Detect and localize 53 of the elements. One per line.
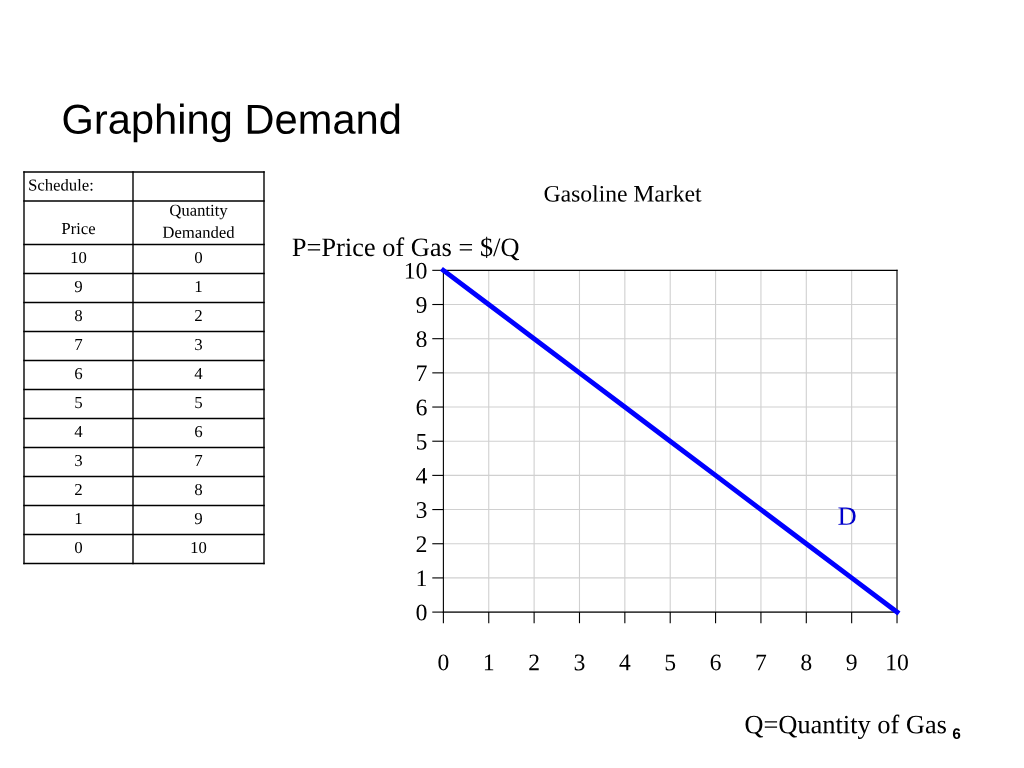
y-tick-label: 7 bbox=[417, 365, 427, 382]
text: 4 bbox=[194, 368, 203, 380]
x-tick-label: 2 bbox=[529, 654, 539, 671]
x-tick-label: 5 bbox=[665, 654, 676, 671]
x-tick-label: 6 bbox=[710, 654, 721, 671]
y-tick-label: 8 bbox=[416, 331, 427, 348]
y-tick-label: 4 bbox=[416, 468, 428, 484]
text: 5 bbox=[75, 397, 83, 409]
x-tick-label: 7 bbox=[756, 654, 767, 671]
y-tick-label: 10 bbox=[405, 262, 427, 279]
text: 9 bbox=[194, 512, 202, 525]
x-axis-title: Q=Quantity of Gas bbox=[745, 714, 946, 739]
text: 1 bbox=[195, 281, 202, 293]
text: 5 bbox=[195, 397, 203, 409]
text: 1 bbox=[75, 513, 82, 525]
text: 4 bbox=[74, 426, 83, 438]
y-tick-label: 3 bbox=[416, 502, 427, 518]
text: 6 bbox=[195, 425, 203, 438]
y-axis-title: P=Price of Gas = $/Q bbox=[292, 236, 520, 261]
y-tick-label: 5 bbox=[416, 433, 427, 450]
y-tick-label: 6 bbox=[416, 399, 427, 416]
y-tick-label: 1 bbox=[417, 570, 426, 587]
text: 3 bbox=[75, 454, 83, 467]
text: 8 bbox=[74, 309, 83, 322]
x-tick-label: 4 bbox=[619, 654, 631, 671]
y-tick-label: 0 bbox=[416, 604, 427, 621]
text: 2 bbox=[75, 483, 82, 496]
x-tick-label: 9 bbox=[846, 654, 857, 671]
text: 7 bbox=[195, 455, 203, 467]
text: 10 bbox=[71, 251, 87, 264]
text: 0 bbox=[74, 541, 83, 554]
text: Schedule: bbox=[29, 178, 93, 191]
text: Quantity Demanded bbox=[162, 204, 235, 238]
chart-subtitle: Gasoline Market bbox=[544, 185, 702, 202]
annotation: D bbox=[838, 507, 856, 525]
text: 10 bbox=[191, 541, 207, 554]
text: 6 bbox=[75, 367, 83, 380]
text: 0 bbox=[194, 251, 203, 264]
x-tick-label: 10 bbox=[887, 654, 908, 671]
chart-title: Graphing Demand bbox=[63, 103, 400, 143]
x-tick-label: 1 bbox=[484, 654, 494, 671]
x-tick-label: 8 bbox=[801, 654, 812, 671]
text: 2 bbox=[195, 309, 202, 322]
text: 6 bbox=[952, 728, 961, 740]
text: 3 bbox=[195, 338, 203, 351]
x-tick-label: 0 bbox=[438, 654, 449, 671]
y-tick-label: 9 bbox=[416, 297, 427, 313]
x-tick-label: 3 bbox=[574, 654, 585, 671]
y-tick-label: 2 bbox=[416, 536, 427, 552]
text: Price bbox=[61, 222, 96, 235]
text: 9 bbox=[74, 280, 82, 293]
text: 8 bbox=[194, 483, 203, 496]
text: 7 bbox=[75, 339, 83, 351]
